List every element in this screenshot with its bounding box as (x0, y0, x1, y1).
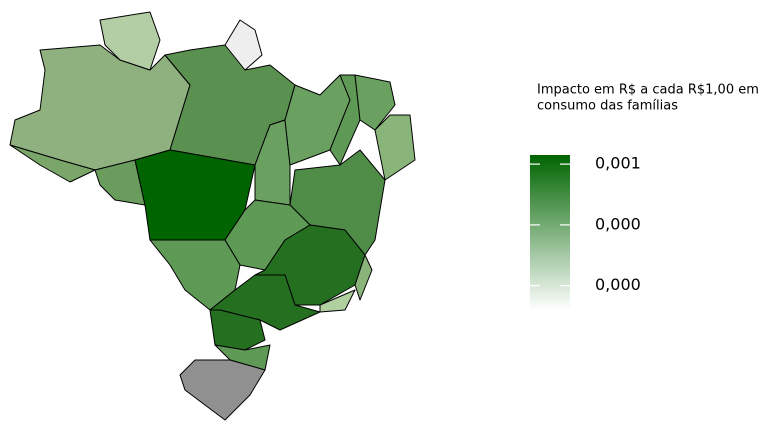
state (9, 144, 96, 183)
state (99, 11, 161, 71)
state (9, 44, 191, 171)
tick-label: 0,001 (595, 154, 641, 173)
tick-label: 0,000 (595, 214, 641, 233)
brazil-map (9, 11, 416, 421)
legend-title: consumo das famílias (537, 99, 678, 114)
legend-title: Impacto em R$ a cada R$1,00 em (537, 83, 759, 98)
state (354, 254, 373, 301)
state (94, 159, 146, 206)
colorbar-ticks: 0,001 0,000 0,000 (530, 154, 641, 294)
state (319, 289, 356, 313)
state (179, 359, 266, 421)
tick-label: 0,000 (595, 275, 641, 294)
colorbar (530, 155, 570, 310)
state (214, 344, 271, 371)
state (374, 114, 416, 181)
state (354, 74, 396, 131)
